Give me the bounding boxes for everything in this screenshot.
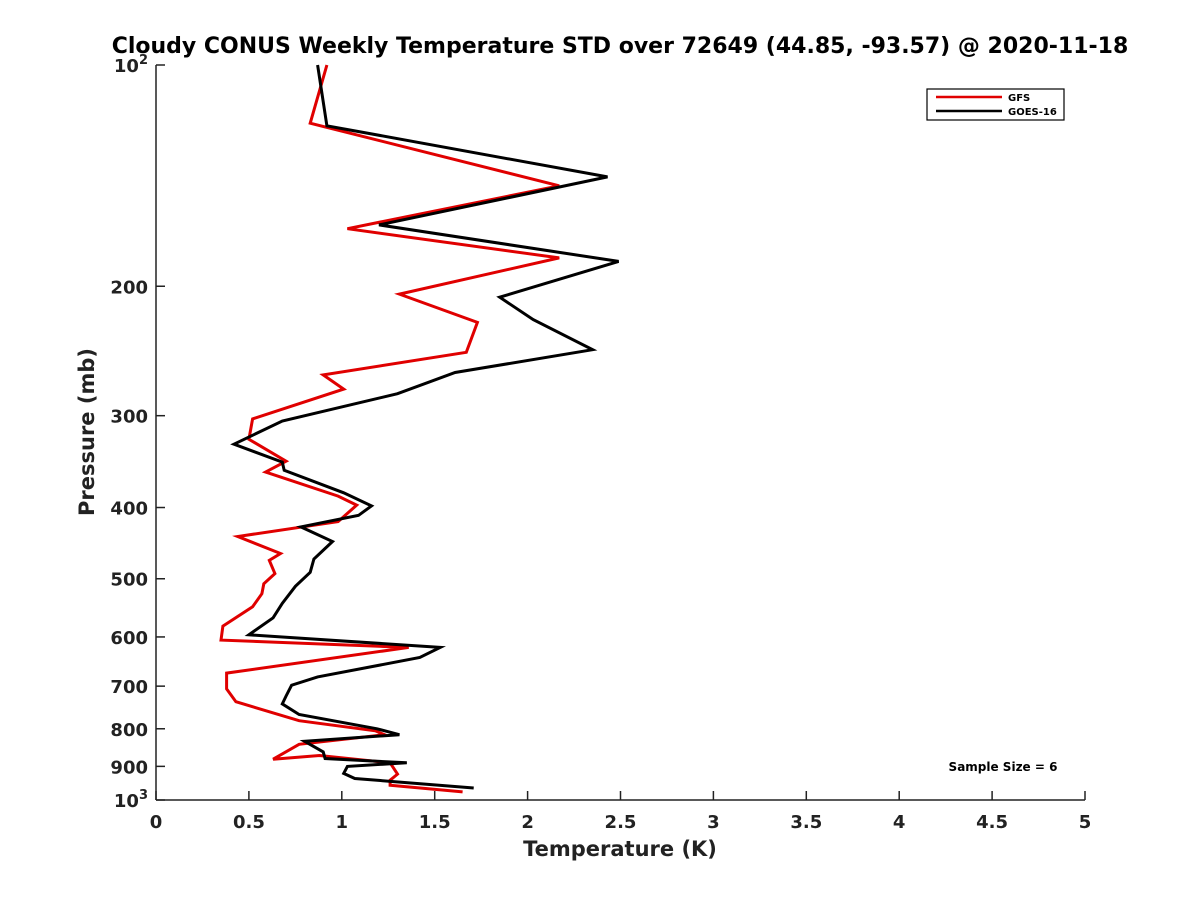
series-layer <box>219 64 620 794</box>
chart-title: Cloudy CONUS Weekly Temperature STD over… <box>112 34 1129 59</box>
y-tick-label: 102 <box>114 53 148 77</box>
y-tick-label: 800 <box>110 720 148 741</box>
series-line-gfs <box>219 64 560 794</box>
y-tick-label: 600 <box>110 628 148 649</box>
plot-area: 0 0.5 1 1.5 2 2.5 3 3.5 4 4.5 5 102 200 300 400 500 600… <box>110 53 1091 833</box>
legend: GFS GOES-16 <box>926 88 1065 121</box>
x-tick-label: 1.5 <box>419 812 451 833</box>
legend-box <box>926 88 1065 121</box>
x-tick-label: 1 <box>336 812 349 833</box>
x-ticks: 0 0.5 1 1.5 2 2.5 3 3.5 4 4.5 5 <box>150 791 1092 833</box>
y-tick-label: 200 <box>110 277 148 298</box>
x-tick-label: 3 <box>707 812 720 833</box>
y-tick-label: 900 <box>110 757 148 778</box>
x-axis-label: Temperature (K) <box>523 837 717 861</box>
x-tick-label: 0.5 <box>233 812 265 833</box>
y-axis-label: Pressure (mb) <box>75 348 99 516</box>
y-tick-label: 103 <box>114 788 148 812</box>
x-tick-label: 2.5 <box>605 812 637 833</box>
series-line-goes16 <box>230 64 620 790</box>
legend-label-gfs: GFS <box>1008 93 1030 104</box>
x-tick-label: 0 <box>150 812 163 833</box>
y-ticks: 102 200 300 400 500 600 700 800 900 103 <box>110 53 165 812</box>
y-tick-label: 300 <box>110 407 148 428</box>
y-tick-label: 400 <box>110 499 148 520</box>
sample-size-annotation: Sample Size = 6 <box>949 760 1058 774</box>
x-tick-label: 4 <box>893 812 906 833</box>
x-tick-label: 2 <box>521 812 534 833</box>
y-tick-label: 500 <box>110 570 148 591</box>
x-tick-label: 3.5 <box>790 812 822 833</box>
x-tick-label: 5 <box>1079 812 1092 833</box>
legend-label-goes16: GOES-16 <box>1008 107 1057 118</box>
x-tick-label: 4.5 <box>976 812 1008 833</box>
y-tick-label: 700 <box>110 677 148 698</box>
